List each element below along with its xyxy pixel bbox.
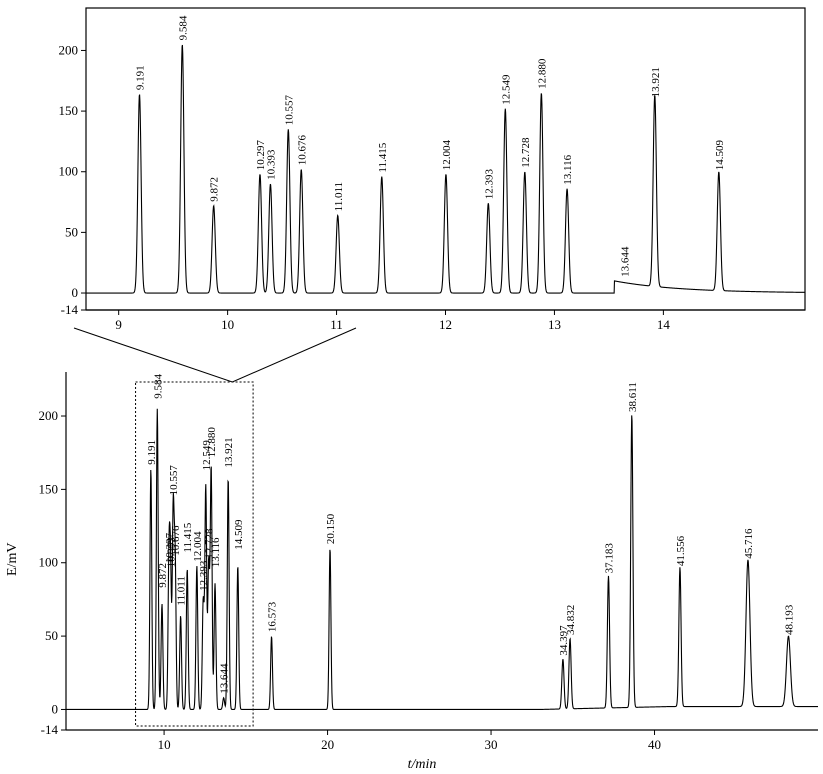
zoom-region-box (135, 381, 254, 727)
zoom-connector (73, 327, 357, 727)
peak-label: 12.393 (483, 169, 495, 200)
x-tick-label: 11 (330, 317, 343, 332)
peak-label: 12.549 (500, 74, 512, 105)
peak-label: 10.557 (283, 95, 295, 126)
y-axis-title: E/mV (5, 543, 20, 576)
peak-label: 13.644 (620, 246, 632, 277)
x-tick-label: 13 (548, 317, 561, 332)
peak-label: 20.150 (325, 513, 337, 544)
peak-label: 10.297 (255, 139, 267, 170)
peak-label: 12.004 (192, 531, 204, 562)
peak-label: 9.872 (157, 563, 169, 588)
peak-label: 13.116 (210, 537, 222, 567)
series-trace (66, 408, 818, 711)
inset-frame (85, 7, 806, 311)
peak-label: 48.193 (784, 604, 796, 635)
peak-label: 12.393 (198, 560, 210, 591)
x-tick-label: 12 (439, 317, 452, 332)
peak-label: 10.393 (166, 537, 178, 568)
peak-label: 12.880 (206, 427, 218, 458)
x-tick-label: 10 (221, 317, 234, 332)
y-tick-label: 150 (39, 481, 59, 496)
y-tick-label: 0 (72, 285, 79, 300)
peak-label: 11.011 (176, 576, 188, 605)
peak-label: 11.011 (333, 182, 345, 211)
peak-label: 12.728 (520, 137, 532, 168)
peak-label: 16.573 (267, 601, 279, 632)
peak-label: 10.393 (265, 149, 277, 180)
peak-label: 12.549 (201, 440, 213, 471)
x-tick-label: 10 (158, 737, 171, 752)
inset-chart: -14 0 50 100 150 200 9 10 11 12 13 14 9.191 9.584 9.87… (59, 7, 806, 332)
x-tick-label: 20 (321, 737, 334, 752)
y-tick-label: -14 (41, 722, 59, 737)
peak-label: 9.584 (152, 373, 164, 398)
peak-label: 10.557 (168, 465, 180, 496)
y-tick-label: 200 (39, 408, 59, 423)
peak-label: 12.880 (536, 58, 548, 89)
peak-label: 34.397 (558, 625, 570, 656)
peak-label: 13.921 (223, 437, 235, 467)
peak-label: 12.728 (204, 528, 216, 559)
x-tick-label: 14 (657, 317, 671, 332)
peak-label: 34.832 (565, 605, 577, 635)
peak-label: 13.644 (219, 663, 231, 694)
peak-label: 9.191 (135, 65, 147, 90)
peak-label: 10.676 (170, 525, 182, 556)
peak-label: 10.676 (296, 135, 308, 166)
y-tick-label: 50 (65, 224, 78, 239)
peak-label: 13.921 (650, 67, 662, 97)
peak-label: 14.509 (233, 519, 245, 550)
peak-label: 9.584 (177, 15, 189, 40)
y-tick-label: 100 (39, 555, 59, 570)
y-tick-label: 100 (59, 164, 79, 179)
peak-label: 11.415 (182, 522, 194, 552)
y-tick-label: 50 (45, 628, 58, 643)
x-tick-label: 40 (648, 737, 661, 752)
peak-label: 9.191 (146, 440, 158, 465)
x-tick-label: 30 (485, 737, 498, 752)
peak-label: 10.297 (164, 532, 176, 563)
peak-label: 37.183 (604, 543, 616, 574)
series-trace (86, 44, 805, 294)
peak-label: 38.611 (627, 382, 639, 412)
x-axis-title: t/min (408, 757, 437, 772)
peak-label: 45.716 (743, 528, 755, 559)
peak-label: 13.116 (562, 154, 574, 184)
y-tick-label: 0 (52, 701, 59, 716)
y-tick-label: 150 (59, 103, 79, 118)
peak-label: 12.004 (441, 139, 453, 170)
peak-label: 9.872 (209, 177, 221, 202)
x-tick-label: 9 (115, 317, 122, 332)
y-tick-label: -14 (61, 302, 79, 317)
peak-label: 11.415 (377, 142, 389, 172)
peak-label: 41.556 (675, 535, 687, 566)
zoom-connector-lines (73, 327, 357, 383)
y-tick-label: 200 (59, 42, 79, 57)
peak-label: 14.509 (714, 139, 726, 170)
